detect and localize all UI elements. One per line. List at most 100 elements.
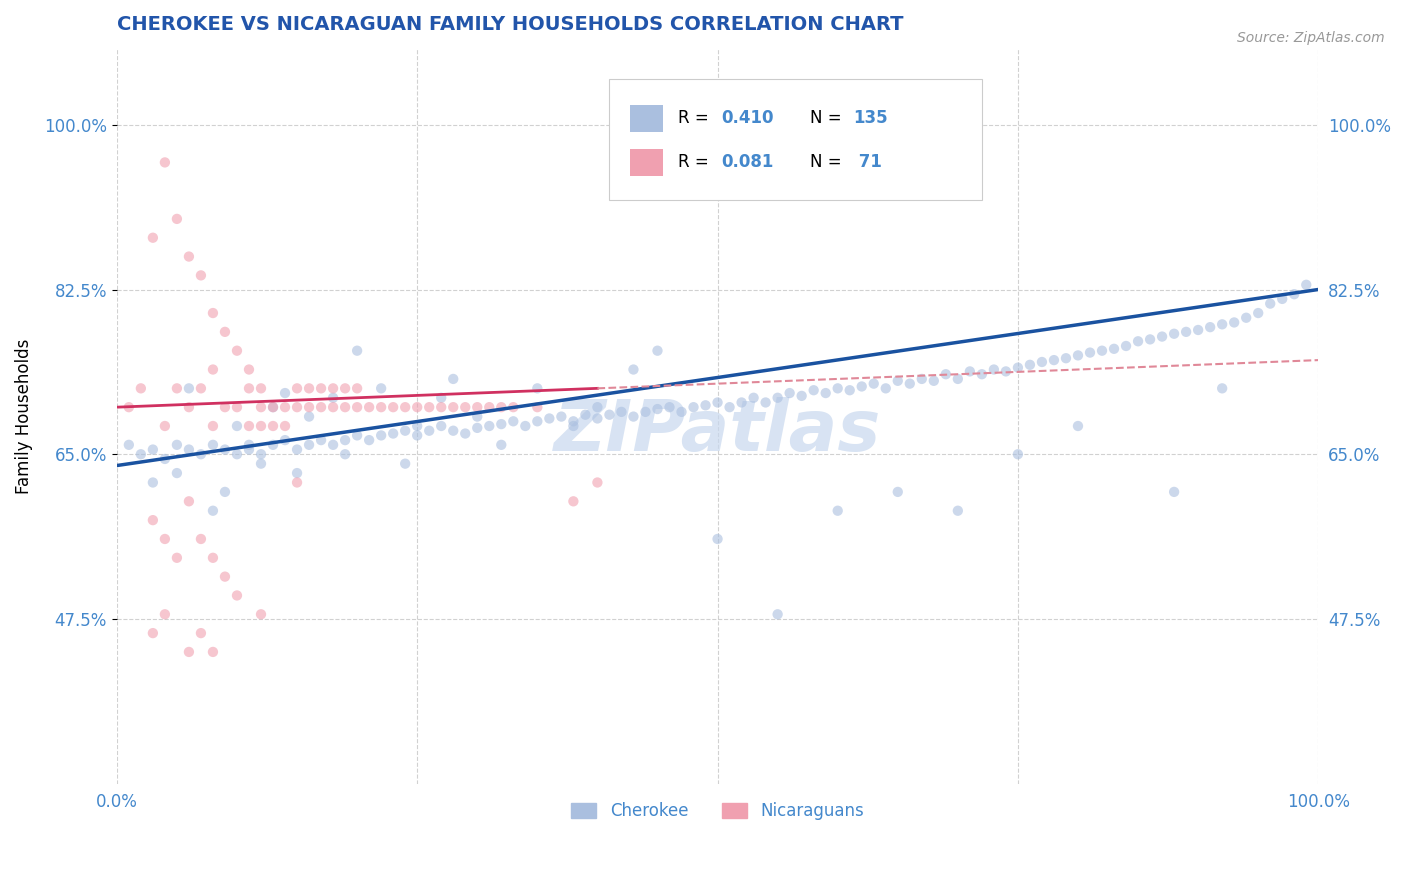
Point	[190, 268, 212, 283]
Text: CHEROKEE VS NICARAGUAN FAMILY HOUSEHOLDS CORRELATION CHART: CHEROKEE VS NICARAGUAN FAMILY HOUSEHOLDS…	[117, 15, 903, 34]
Point	[803, 383, 825, 397]
Point	[671, 405, 693, 419]
Point	[430, 391, 453, 405]
Point	[370, 381, 392, 395]
Point	[1078, 345, 1101, 359]
Point	[1067, 419, 1090, 434]
Point	[465, 400, 488, 414]
Point	[238, 381, 260, 395]
Point	[394, 424, 416, 438]
Point	[250, 447, 273, 461]
Point	[766, 391, 789, 405]
Point	[658, 400, 681, 414]
Point	[298, 381, 321, 395]
Point	[370, 428, 392, 442]
Point	[153, 452, 176, 467]
Point	[190, 626, 212, 640]
Point	[1007, 447, 1029, 461]
Point	[478, 419, 501, 434]
Point	[742, 391, 765, 405]
Point	[1152, 329, 1174, 343]
FancyBboxPatch shape	[630, 149, 664, 177]
Point	[406, 400, 429, 414]
Point	[201, 306, 224, 320]
Point	[238, 419, 260, 434]
Point	[994, 364, 1017, 378]
Point	[441, 400, 464, 414]
Point	[274, 386, 297, 401]
Point	[465, 409, 488, 424]
Point	[441, 372, 464, 386]
Point	[166, 211, 188, 226]
Point	[526, 400, 548, 414]
Text: 135: 135	[853, 109, 889, 127]
Point	[1258, 296, 1281, 310]
Point	[946, 372, 969, 386]
Point	[285, 442, 308, 457]
Point	[1139, 332, 1161, 346]
Point	[177, 381, 200, 395]
Point	[177, 494, 200, 508]
Point	[333, 433, 356, 447]
Text: N =: N =	[810, 109, 846, 127]
Point	[430, 400, 453, 414]
Text: Source: ZipAtlas.com: Source: ZipAtlas.com	[1237, 31, 1385, 45]
Point	[887, 374, 910, 388]
Point	[262, 438, 284, 452]
Legend: Cherokee, Nicaraguans: Cherokee, Nicaraguans	[565, 796, 870, 827]
Point	[562, 419, 585, 434]
Point	[1054, 351, 1077, 366]
Point	[706, 532, 728, 546]
Point	[827, 504, 849, 518]
Point	[166, 466, 188, 480]
Point	[586, 475, 609, 490]
Text: 71: 71	[853, 153, 882, 170]
Point	[129, 381, 152, 395]
Point	[838, 383, 860, 397]
Point	[346, 428, 368, 442]
Text: 0.410: 0.410	[721, 109, 773, 127]
Point	[201, 419, 224, 434]
Point	[586, 400, 609, 414]
Point	[153, 607, 176, 622]
Point	[201, 362, 224, 376]
Point	[862, 376, 884, 391]
Point	[922, 374, 945, 388]
Point	[382, 426, 405, 441]
Point	[142, 475, 165, 490]
Point	[214, 442, 236, 457]
Point	[1199, 320, 1222, 334]
Point	[201, 504, 224, 518]
Point	[214, 484, 236, 499]
Point	[214, 569, 236, 583]
Point	[142, 231, 165, 245]
Point	[706, 395, 728, 409]
Point	[226, 419, 249, 434]
Point	[285, 400, 308, 414]
Point	[322, 438, 344, 452]
Point	[346, 343, 368, 358]
Point	[298, 409, 321, 424]
Point	[346, 381, 368, 395]
Point	[1247, 306, 1270, 320]
Point	[790, 389, 813, 403]
Point	[333, 400, 356, 414]
Point	[1091, 343, 1114, 358]
Point	[285, 466, 308, 480]
Point	[1271, 292, 1294, 306]
Point	[441, 424, 464, 438]
Point	[214, 325, 236, 339]
Point	[262, 400, 284, 414]
Point	[1031, 355, 1053, 369]
Point	[250, 607, 273, 622]
Point	[1019, 358, 1042, 372]
Point	[238, 442, 260, 457]
Point	[1163, 484, 1185, 499]
Point	[970, 368, 993, 382]
Text: R =: R =	[678, 153, 714, 170]
Point	[142, 626, 165, 640]
Point	[1223, 315, 1246, 329]
Point	[262, 400, 284, 414]
Point	[262, 419, 284, 434]
Point	[454, 426, 477, 441]
